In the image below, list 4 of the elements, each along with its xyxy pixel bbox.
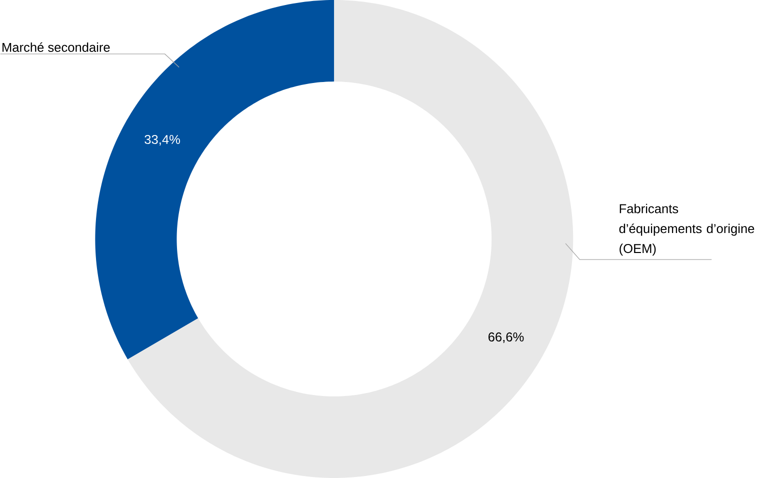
slice-label: Marché secondaire [2,42,110,52]
slice-label: Fabricants d’équipements d’origine (OEM) [619,204,754,256]
data-label: 66,6% [488,332,524,344]
data-label: 33,4% [144,134,180,146]
